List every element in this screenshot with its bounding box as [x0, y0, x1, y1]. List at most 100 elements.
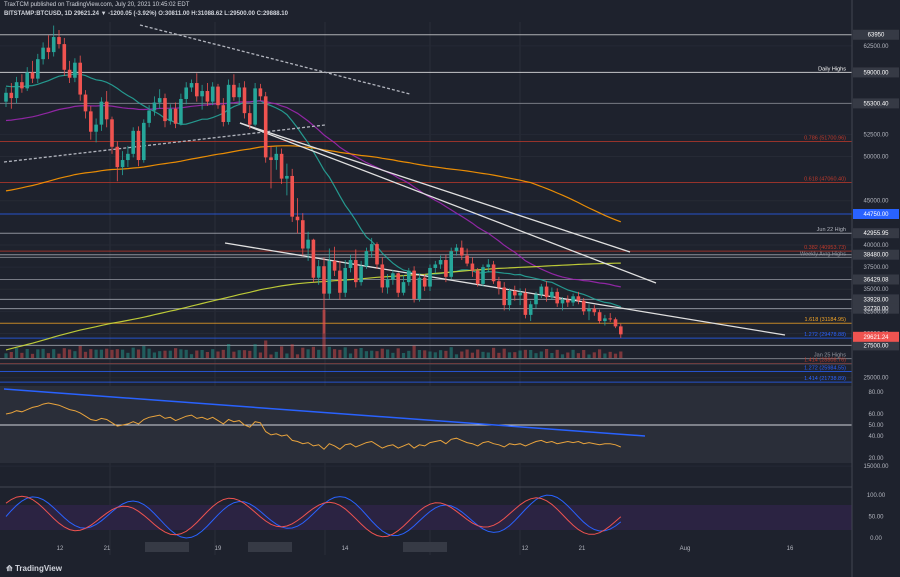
- candle-body: [99, 101, 104, 125]
- volume-bar: [57, 353, 61, 358]
- volume-bar: [205, 352, 209, 358]
- volume-bar: [99, 349, 103, 358]
- price-tag: [853, 98, 899, 109]
- volume-bar: [258, 352, 262, 358]
- candle-body: [359, 266, 363, 283]
- volume-bar: [285, 353, 289, 358]
- volume-bar: [433, 352, 437, 358]
- volume-bar: [380, 348, 384, 358]
- volume-bar: [62, 348, 66, 358]
- volume-bar: [619, 351, 623, 358]
- stoch-tick-label: 100.00: [867, 493, 886, 499]
- volume-bar: [449, 347, 453, 358]
- volume-bar: [370, 350, 374, 358]
- candle-body: [497, 281, 501, 288]
- candle-body: [566, 299, 570, 303]
- volume-bar: [338, 349, 342, 358]
- price-tag-label: 63950: [868, 33, 885, 39]
- volume-bar: [152, 352, 156, 358]
- level-label: 0.786 (51700.96): [804, 135, 846, 141]
- candle-body: [407, 270, 411, 283]
- candle-body: [369, 244, 374, 252]
- candle-body: [189, 83, 194, 88]
- trend-line: [239, 122, 631, 253]
- publisher-line: TraxTCM published on TradingView.com, Ju…: [4, 2, 190, 8]
- time-axis[interactable]: 12 21 19 14 12 21 Aug 16: [57, 542, 794, 552]
- candle-body: [142, 122, 146, 161]
- volume-bar: [110, 349, 114, 358]
- volume-bar: [603, 353, 607, 358]
- volume-bar: [242, 350, 247, 358]
- candle-body: [83, 94, 88, 112]
- stoch-tick-label: 0.00: [870, 536, 882, 542]
- candle-body: [301, 220, 305, 249]
- price-axis[interactable]: [852, 0, 900, 577]
- candle-body: [444, 260, 448, 277]
- volume-bar: [274, 351, 278, 358]
- rsi-indicator: [0, 388, 852, 450]
- brand-name: TradingView: [14, 564, 62, 573]
- candle-body: [36, 59, 40, 79]
- candle-body: [205, 91, 210, 102]
- price-tag-label: 59000.00: [863, 70, 889, 76]
- level-label: 1.618 (31184.95): [805, 317, 847, 323]
- candle-body: [348, 260, 353, 268]
- volume-bar: [73, 351, 77, 358]
- volume-bar: [550, 353, 554, 358]
- candle-body: [316, 266, 321, 278]
- candle-body: [534, 294, 538, 305]
- candle-body: [422, 277, 427, 287]
- volume-bar: [375, 351, 379, 358]
- candle-body: [221, 105, 226, 122]
- volume-bar: [189, 354, 194, 358]
- candle-body: [560, 299, 565, 304]
- candle-body: [78, 62, 82, 95]
- candle-body: [428, 267, 432, 287]
- level-label: Jan 25 Highs: [814, 353, 846, 359]
- candle-body: [210, 86, 215, 102]
- candle-body: [157, 98, 162, 103]
- candle-body: [4, 92, 8, 102]
- volume-bar: [306, 349, 310, 358]
- trend-line: [139, 24, 411, 95]
- candle-body: [619, 326, 623, 335]
- rsi-pane[interactable]: [0, 386, 852, 463]
- candle-body: [168, 108, 173, 122]
- volume-bar: [280, 346, 284, 358]
- candle-body: [51, 37, 56, 53]
- level-label: 1.272 (25984.55): [804, 366, 846, 372]
- candle-body: [481, 267, 485, 284]
- time-tick-label: 21: [579, 546, 586, 552]
- candle-body: [396, 273, 400, 293]
- stoch-tick-label: 50.00: [868, 515, 884, 521]
- volume-bar: [354, 348, 358, 358]
- volume-bar: [142, 346, 146, 358]
- rsi-tick-label: 80.00: [868, 390, 884, 396]
- volume-bar: [560, 354, 565, 358]
- volume-bar: [237, 350, 241, 358]
- volume-bar: [248, 350, 252, 358]
- time-tick-label: 12: [522, 546, 529, 552]
- candle-body: [216, 86, 220, 106]
- volume-bar: [115, 349, 119, 358]
- volume-bar: [168, 350, 172, 358]
- volume-bar: [555, 349, 559, 358]
- volume-bar: [131, 347, 135, 358]
- volume-bar: [174, 348, 178, 358]
- volume-bar: [121, 349, 125, 358]
- stoch-rsi-pane[interactable]: [0, 494, 852, 539]
- rsi-line: [5, 402, 621, 450]
- candle-body: [354, 260, 358, 283]
- candle-body: [200, 91, 204, 97]
- candle-body: [513, 290, 517, 296]
- candle-body: [592, 308, 597, 313]
- price-pane[interactable]: Daily Highs 0.786 (51700.96) 0.618 (47060.…: [0, 22, 852, 555]
- level-label: 0.382 (40953.73): [804, 245, 846, 251]
- price-axis-labels: 63950 59000.00 55300.40 44750.00 42955.95 384…: [853, 29, 899, 542]
- level-label: 0.618 (47060.40): [804, 177, 846, 183]
- candle-body: [131, 130, 135, 154]
- candle-body: [173, 108, 178, 124]
- candle-body: [528, 304, 533, 315]
